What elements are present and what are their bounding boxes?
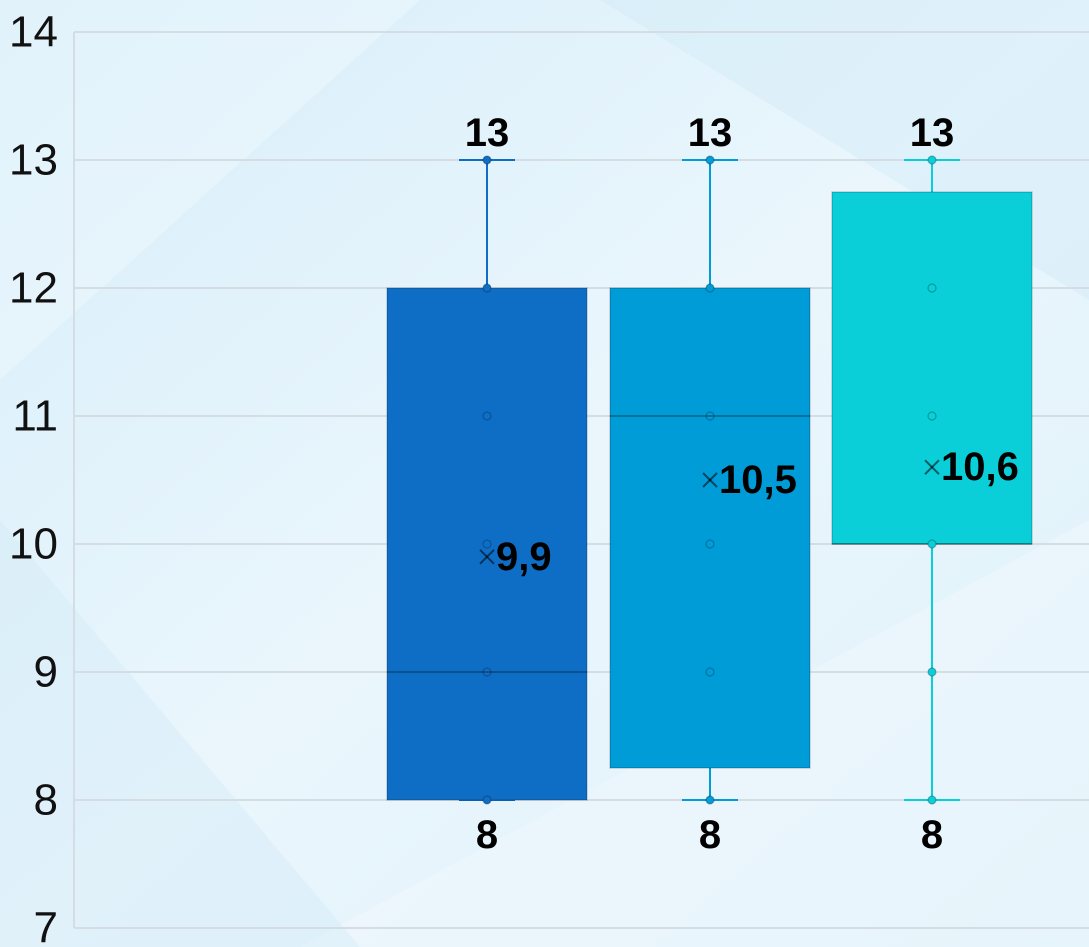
y-axis: 7 8 9 10 11 12 13 14 <box>9 8 75 947</box>
mean-marker <box>479 549 495 565</box>
box-group-1: 13 8 9,9 <box>386 111 588 857</box>
mean-marker <box>924 459 940 475</box>
boxes: 13 8 9,9 13 8 10,5 13 8 10,6 <box>386 111 1033 857</box>
data-point <box>927 667 937 677</box>
y-tick-label: 9 <box>34 648 58 697</box>
iqr-box <box>831 191 1033 545</box>
min-label: 8 <box>476 813 498 857</box>
data-point <box>705 155 715 165</box>
max-label: 13 <box>688 111 733 155</box>
max-label: 13 <box>465 111 510 155</box>
y-tick-label: 10 <box>9 520 58 569</box>
data-point <box>927 411 937 421</box>
max-label: 13 <box>910 111 955 155</box>
data-point <box>705 283 715 293</box>
y-tick-label: 8 <box>34 776 58 825</box>
data-point <box>482 283 492 293</box>
y-tick-label: 11 <box>12 392 58 441</box>
data-point <box>705 795 715 805</box>
box-group-2: 13 8 10,5 <box>609 111 811 857</box>
mean-marker <box>702 472 718 488</box>
y-tick-label: 12 <box>9 264 58 313</box>
iqr-box <box>386 287 588 801</box>
data-point <box>705 411 715 421</box>
data-point <box>482 667 492 677</box>
mean-label: 10,6 <box>941 445 1019 489</box>
y-tick-label: 14 <box>9 8 58 57</box>
background-facet <box>0 520 360 947</box>
data-point <box>927 283 937 293</box>
data-point <box>482 539 492 549</box>
mean-label: 10,5 <box>719 458 797 502</box>
min-label: 8 <box>921 813 943 857</box>
data-point <box>927 539 937 549</box>
data-point <box>705 539 715 549</box>
data-point <box>482 411 492 421</box>
data-point <box>482 155 492 165</box>
data-point <box>705 667 715 677</box>
min-label: 8 <box>699 813 721 857</box>
y-tick-label: 13 <box>9 136 58 185</box>
box-group-3: 13 8 10,6 <box>831 111 1033 857</box>
y-tick-label: 7 <box>34 904 58 947</box>
background-facet <box>0 0 420 380</box>
data-point <box>927 155 937 165</box>
data-point <box>927 795 937 805</box>
data-point <box>482 795 492 805</box>
mean-label: 9,9 <box>496 535 552 579</box>
iqr-box <box>609 287 811 769</box>
